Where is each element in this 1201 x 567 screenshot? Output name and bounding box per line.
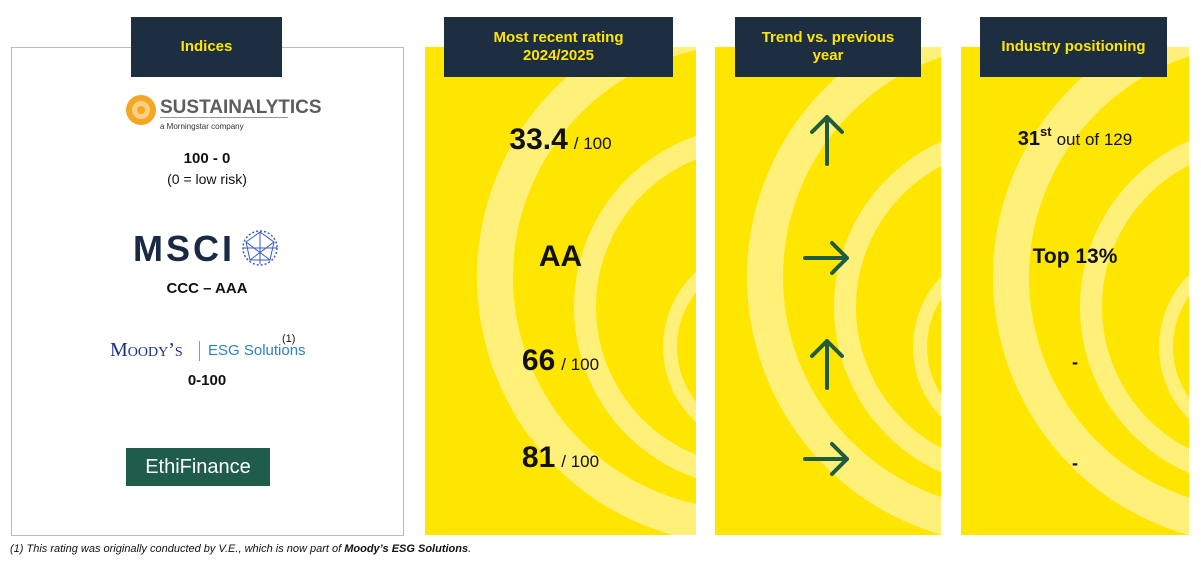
swirl [993, 47, 1189, 535]
rating-suffix: / 100 [561, 452, 600, 471]
logo-text: Moody’s [110, 339, 183, 361]
scale: CCC – AAA [166, 280, 248, 297]
swirl [477, 47, 696, 535]
header: Most recent rating 2024/2025 [444, 17, 673, 77]
header-text: Industry positioning [1001, 38, 1146, 55]
rating-value: AA [538, 240, 583, 273]
logo-sub: a Morningstar company [160, 122, 244, 131]
sustainalytics-icon [126, 95, 156, 125]
header: Indices [131, 17, 282, 77]
rating: 81 / 100 [425, 441, 696, 475]
rating: 66 / 100 [425, 344, 696, 378]
rating-value: 81 [521, 441, 556, 474]
swirl [747, 47, 941, 535]
positioning-text: Top 13% [1032, 245, 1118, 268]
divider [160, 117, 288, 118]
positioning-text: - [1072, 352, 1078, 372]
footnote: (1) This rating was originally conducted… [10, 543, 471, 555]
arrow-right [803, 442, 849, 476]
logo-text: SUSTAINALYTICS [160, 97, 322, 118]
positioning: - [961, 352, 1189, 373]
rating-panel [425, 47, 696, 535]
rating: 33.4 / 100 [425, 123, 696, 157]
scale: 100 - 0 [183, 150, 231, 167]
msci-globe [242, 230, 278, 266]
header: Trend vs. previous year [735, 17, 921, 77]
rank: 31 [1017, 128, 1041, 150]
arrow-right [803, 241, 849, 275]
logo-text: EthiFinance [145, 455, 251, 478]
header-text: year [812, 47, 844, 64]
header-text: Trend vs. previous [761, 29, 895, 46]
arrow-up [810, 339, 844, 390]
divider [199, 341, 200, 361]
rank-rest: out of 129 [1056, 130, 1133, 149]
ethifinance-logo: EthiFinance [126, 448, 270, 486]
header-text: 2024/2025 [523, 47, 594, 64]
positioning-panel [961, 47, 1189, 535]
rating-value: 33.4 [509, 123, 568, 156]
scale: 0-100 [187, 372, 227, 389]
rating-suffix: / 100 [561, 355, 600, 374]
logo-text: MSCI [133, 228, 235, 269]
logo-sub: ESG Solutions [208, 342, 306, 359]
header-text: Indices [180, 38, 233, 55]
note-ref: (1) [282, 333, 296, 345]
footnote-end: . [468, 543, 472, 555]
footnote-text: (1) This rating was originally conducted… [10, 543, 345, 555]
positioning: Top 13% [961, 245, 1189, 269]
header-text: Most recent rating [493, 29, 624, 46]
rating-suffix: / 100 [573, 134, 612, 153]
positioning: - [961, 453, 1189, 474]
scale-note: (0 = low risk) [167, 171, 247, 187]
ordinal: st [1040, 124, 1052, 139]
footnote-bold: Moody’s ESG Solutions [344, 543, 469, 555]
rating: AA [425, 240, 696, 274]
arrow-up [810, 115, 844, 166]
rating-value: 66 [521, 344, 556, 377]
trend-arrows [803, 115, 849, 476]
header: Industry positioning [980, 17, 1167, 77]
positioning-text: - [1072, 453, 1078, 473]
